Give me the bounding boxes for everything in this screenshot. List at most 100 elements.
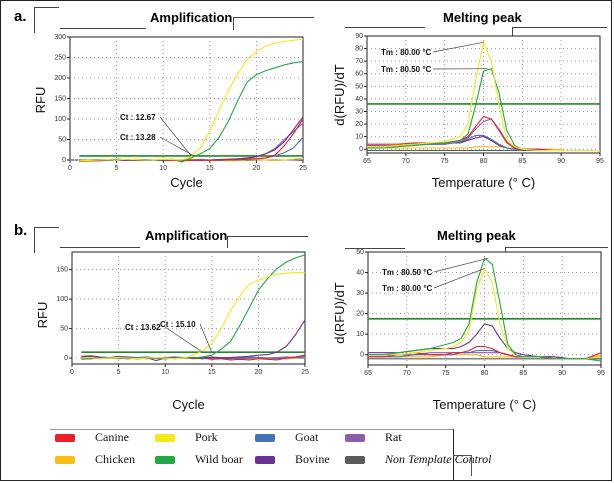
y-tick-label: 50 xyxy=(58,137,66,144)
legend-item: Pork xyxy=(155,430,218,445)
y-tick-label: 30 xyxy=(356,290,364,297)
legend-item: Bovine xyxy=(255,452,330,467)
y-tick-label: 0 xyxy=(64,355,68,362)
x-tick-label: 25 xyxy=(301,369,309,376)
annotation-leader xyxy=(159,136,195,157)
y-tick-label: 80 xyxy=(355,46,363,53)
x-tick-label: 95 xyxy=(597,370,605,377)
annotation-leader xyxy=(164,326,203,353)
legend-label: Rat xyxy=(385,430,402,444)
x-tick-label: 20 xyxy=(255,369,263,376)
legend-label: Goat xyxy=(295,430,319,444)
annotation-leader xyxy=(159,116,192,157)
legend-item: Wild boar xyxy=(155,452,243,467)
x-tick-label: 15 xyxy=(208,369,216,376)
y-tick-label: 10 xyxy=(356,331,364,338)
decoration xyxy=(345,248,405,249)
x-tick-label: 75 xyxy=(442,370,450,377)
decoration xyxy=(233,17,314,30)
x-tick-label: 0 xyxy=(70,369,74,376)
legend-label: Pork xyxy=(195,430,218,444)
x-tick-label: 65 xyxy=(364,370,372,377)
y-tick-label: 100 xyxy=(54,116,66,123)
x-tick-label: 70 xyxy=(403,370,411,377)
chart-title-b-amplification: Amplification xyxy=(145,228,228,243)
y-tick-label: 100 xyxy=(56,296,68,303)
annotation-label: Ct : 13.28 xyxy=(120,133,156,142)
legend-border xyxy=(50,429,453,430)
chart-title-a-amplification: Amplification xyxy=(150,10,233,25)
y-axis-label: RFU xyxy=(33,87,48,114)
annotation-leader xyxy=(199,323,213,353)
y-tick-label: 300 xyxy=(54,34,66,41)
decoration xyxy=(34,227,59,253)
legend-label: Canine xyxy=(95,430,129,444)
annotation-leader xyxy=(432,41,484,53)
x-tick-label: 15 xyxy=(206,165,214,172)
legend-swatch xyxy=(155,455,175,464)
x-tick-label: 5 xyxy=(115,165,119,172)
legend-swatch xyxy=(345,433,365,442)
annotation-label: Tm : 80.50 °C xyxy=(382,268,433,277)
y-tick-label: 10 xyxy=(355,134,363,141)
legend-label: Non Template Control xyxy=(385,452,492,466)
x-tick-label: 0 xyxy=(68,165,72,172)
y-tick-label: 150 xyxy=(54,96,66,103)
annotation-label: Ct : 12.67 xyxy=(120,113,156,122)
x-tick-label: 90 xyxy=(557,158,565,165)
y-tick-label: 50 xyxy=(60,326,68,333)
decoration xyxy=(512,27,607,40)
annotation-leader xyxy=(433,257,489,273)
x-tick-label: 80 xyxy=(480,158,488,165)
y-tick-label: 50 xyxy=(355,83,363,90)
legend: Canine Pork Goat Rat Chicken Wild boar Bovine N… xyxy=(55,430,535,480)
annotation-label: Ct : 15.10 xyxy=(160,320,196,329)
panel-label-a: a. xyxy=(14,8,27,25)
y-tick-label: 20 xyxy=(355,121,363,128)
x-tick-label: 10 xyxy=(161,369,169,376)
y-tick-label: 60 xyxy=(355,71,363,78)
annotation-label: Tm : 80.00 °C xyxy=(382,284,433,293)
series-line-chicken xyxy=(367,146,600,152)
decoration xyxy=(60,247,140,248)
legend-swatch xyxy=(55,455,75,464)
series-line-pork xyxy=(81,272,305,360)
y-tick-label: 30 xyxy=(355,108,363,115)
legend-label: Chicken xyxy=(95,452,135,466)
legend-item: Goat xyxy=(255,430,318,445)
plot-area xyxy=(366,35,601,154)
y-axis-label: RFU xyxy=(35,302,50,329)
y-tick-label: 150 xyxy=(56,267,68,274)
y-axis-label: d(RFU)/dT xyxy=(332,64,347,125)
y-tick-label: 250 xyxy=(54,55,66,62)
x-tick-label: 75 xyxy=(441,158,449,165)
y-tick-label: 40 xyxy=(356,270,364,277)
series-line-pork xyxy=(79,38,304,162)
x-tick-label: 85 xyxy=(519,370,527,377)
y-tick-label: 0 xyxy=(62,157,66,164)
annotation-leader xyxy=(433,268,485,289)
x-tick-label: 95 xyxy=(596,158,604,165)
x-axis-label: Cycle xyxy=(170,175,203,190)
y-tick-label: 200 xyxy=(54,75,66,82)
decoration xyxy=(345,27,425,28)
x-tick-label: 65 xyxy=(363,158,371,165)
y-tick-label: 0 xyxy=(360,352,364,359)
y-tick-label: 90 xyxy=(355,33,363,40)
series-line-wild-boar xyxy=(79,61,304,163)
legend-swatch xyxy=(55,433,75,442)
x-axis-label: Cycle xyxy=(172,397,205,412)
legend-item: Non Template Control xyxy=(345,452,491,467)
legend-item: Canine xyxy=(55,430,129,445)
annotation-label: Tm : 80.00 °C xyxy=(381,48,432,57)
series-line-bovine xyxy=(81,319,306,362)
x-tick-label: 70 xyxy=(402,158,410,165)
legend-swatch xyxy=(345,455,365,464)
annotation-label: Tm : 80.50 °C xyxy=(381,65,432,74)
y-tick-label: 20 xyxy=(356,311,364,318)
x-axis-label: Temperature (° C) xyxy=(433,397,536,412)
x-axis-label: Temperature (° C) xyxy=(432,175,535,190)
